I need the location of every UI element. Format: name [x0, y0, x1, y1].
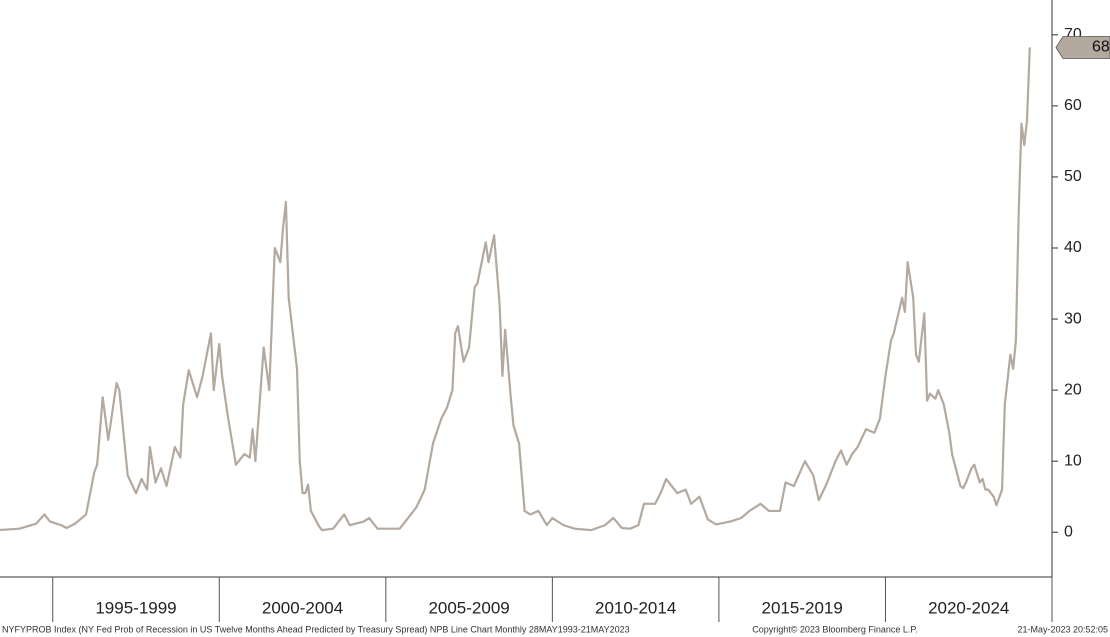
x-period-label: 2005-2009: [428, 598, 509, 617]
y-tick-label: 20: [1064, 381, 1082, 398]
y-tick-label: 50: [1064, 168, 1082, 185]
y-tick-label: 0: [1064, 523, 1073, 540]
last-value-badge: [1055, 36, 1110, 59]
footer-copyright: Copyright© 2023 Bloomberg Finance L.P.: [752, 624, 918, 634]
x-period-label: 2020-2024: [928, 598, 1009, 617]
y-tick-label: 30: [1064, 310, 1082, 327]
footer-timestamp: 21-May-2023 20:52:05: [1017, 624, 1108, 634]
x-period-label: 2015-2019: [762, 598, 843, 617]
data-line: [0, 47, 1031, 532]
y-tick-label: 10: [1064, 452, 1082, 469]
y-tick-label: 60: [1064, 97, 1082, 114]
footer-source: NYFYPROB Index (NY Fed Prob of Recession…: [2, 624, 630, 634]
x-period-label: 2000-2004: [262, 598, 343, 617]
x-period-label: 1995-1999: [95, 598, 176, 617]
x-period-label: 2010-2014: [595, 598, 676, 617]
last-value-label: 68.22: [1092, 39, 1110, 56]
y-tick-label: 40: [1064, 239, 1082, 256]
